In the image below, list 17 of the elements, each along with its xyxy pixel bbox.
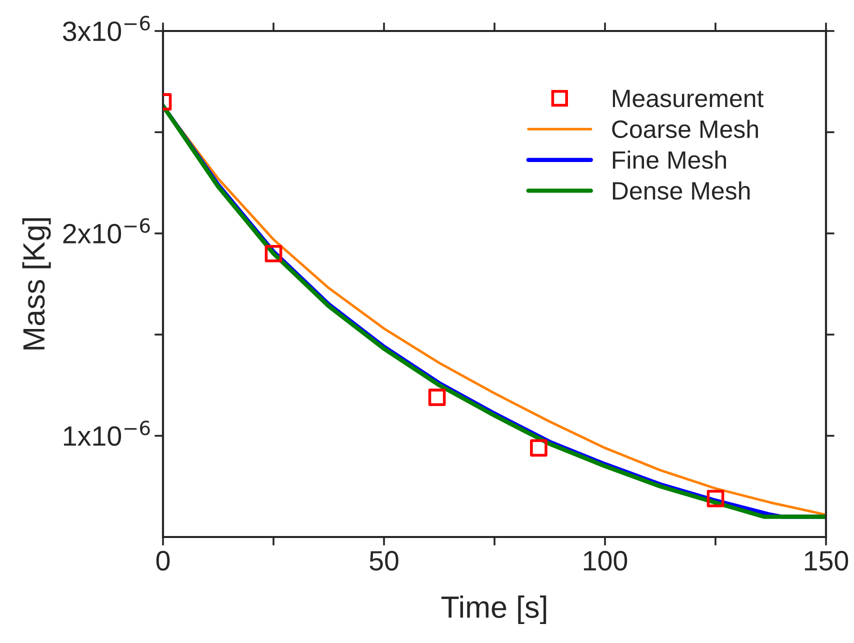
point xyxy=(264,244,282,262)
y-axis-title: Mass [Kg] xyxy=(22,218,51,350)
x-tick-label: 150 xyxy=(804,550,848,571)
point xyxy=(706,490,724,508)
legend-label: Coarse Mesh xyxy=(612,120,758,138)
y-tick-label: 3x10$^{−6}$ xyxy=(62,16,150,42)
x-tick-label: 0 xyxy=(156,550,170,571)
legend-label: Dense Mesh xyxy=(612,181,750,200)
x-tick-label: 50 xyxy=(370,550,398,571)
x-tick-label: 100 xyxy=(584,550,628,571)
legend-label: Measurement xyxy=(612,90,764,108)
legend-label: Fine Mesh xyxy=(612,150,726,169)
y-tick-label: 1x10$^{−6}$ xyxy=(64,420,150,446)
point xyxy=(428,388,446,406)
x-axis-title: Time [s] xyxy=(441,596,546,624)
y-tick-label: 2x10$^{−6}$ xyxy=(63,218,150,244)
point xyxy=(530,439,548,457)
